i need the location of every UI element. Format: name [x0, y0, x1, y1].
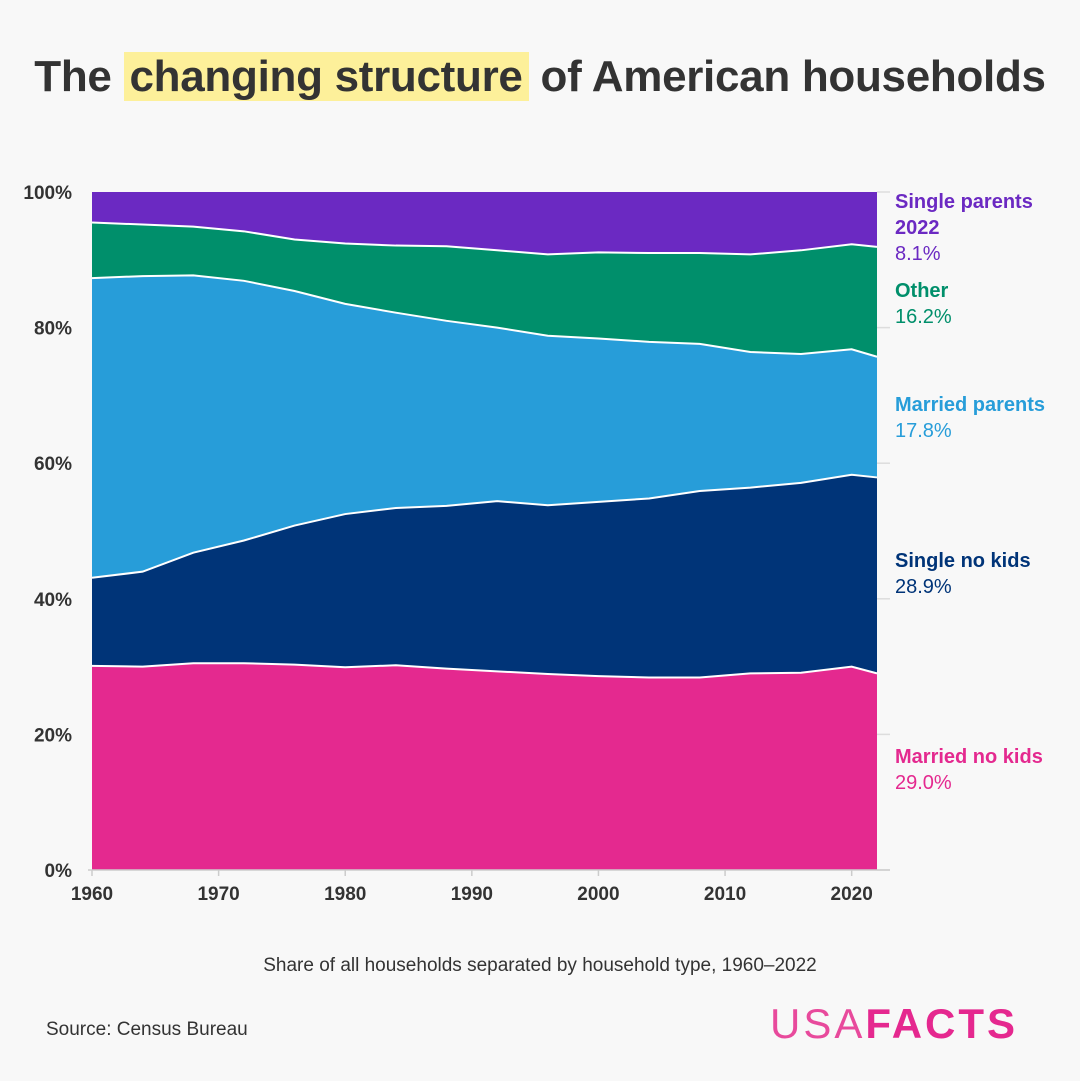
- label-married-parents: Married parents 17.8%: [895, 392, 1045, 444]
- x-tick-label: 1990: [451, 884, 493, 905]
- x-tick-label: 1970: [197, 884, 239, 905]
- area-single-parents: [92, 192, 877, 255]
- y-tick-label: 20%: [34, 725, 72, 746]
- logo-part: USA: [770, 1000, 866, 1047]
- series-value: 17.8%: [895, 420, 952, 442]
- boundary-line: [91, 221, 878, 256]
- x-tick-label: 2000: [577, 884, 619, 905]
- series-name: Other: [895, 280, 949, 302]
- source-note: Source: Census Bureau: [46, 1019, 248, 1040]
- title-highlight: changing structure: [123, 52, 529, 101]
- year-label: 2022: [895, 217, 940, 239]
- x-tick-label: 1980: [324, 884, 366, 905]
- area-other: [92, 222, 877, 357]
- y-tick-label: 100%: [23, 183, 72, 204]
- label-single-no-kids: Single no kids 28.9%: [895, 548, 1031, 600]
- series-name: Married parents: [895, 394, 1046, 416]
- label-other: Other 16.2%: [895, 278, 952, 330]
- y-tick-label: 60%: [34, 454, 72, 475]
- x-tick-label: 2010: [704, 884, 746, 905]
- boundary-line: [91, 274, 878, 358]
- series-value: 29.0%: [895, 772, 952, 794]
- x-tick-label: 2020: [831, 884, 873, 905]
- chart-title: The changing structure of American house…: [0, 52, 1080, 102]
- y-tick-label: 80%: [34, 319, 72, 340]
- area-single-no-kids: [92, 474, 877, 678]
- logo-part: FACTS: [865, 1000, 1019, 1047]
- area-married-parents: [92, 275, 877, 578]
- series-name: Single no kids: [895, 550, 1031, 572]
- y-tick-label: 0%: [45, 861, 73, 882]
- series-name: Single parents: [895, 191, 1033, 213]
- series-name: Married no kids: [895, 746, 1043, 768]
- area-married-no-kids: [92, 663, 877, 870]
- x-tick-label: 1960: [71, 884, 113, 905]
- series-value: 16.2%: [895, 306, 952, 328]
- label-married-no-kids: Married no kids 29.0%: [895, 744, 1043, 796]
- title-part: The: [34, 52, 112, 101]
- series-value: 8.1%: [895, 243, 941, 265]
- boundary-line: [91, 473, 878, 579]
- y-tick-label: 40%: [34, 590, 72, 611]
- usafacts-logo: USAFACTS: [770, 1000, 1018, 1048]
- label-single-parents: Single parents 2022 8.1%: [895, 189, 1033, 267]
- series-value: 28.9%: [895, 576, 952, 598]
- title-part: of American households: [540, 52, 1046, 101]
- chart-subtitle: Share of all households separated by hou…: [263, 955, 817, 976]
- boundary-line: [91, 662, 878, 679]
